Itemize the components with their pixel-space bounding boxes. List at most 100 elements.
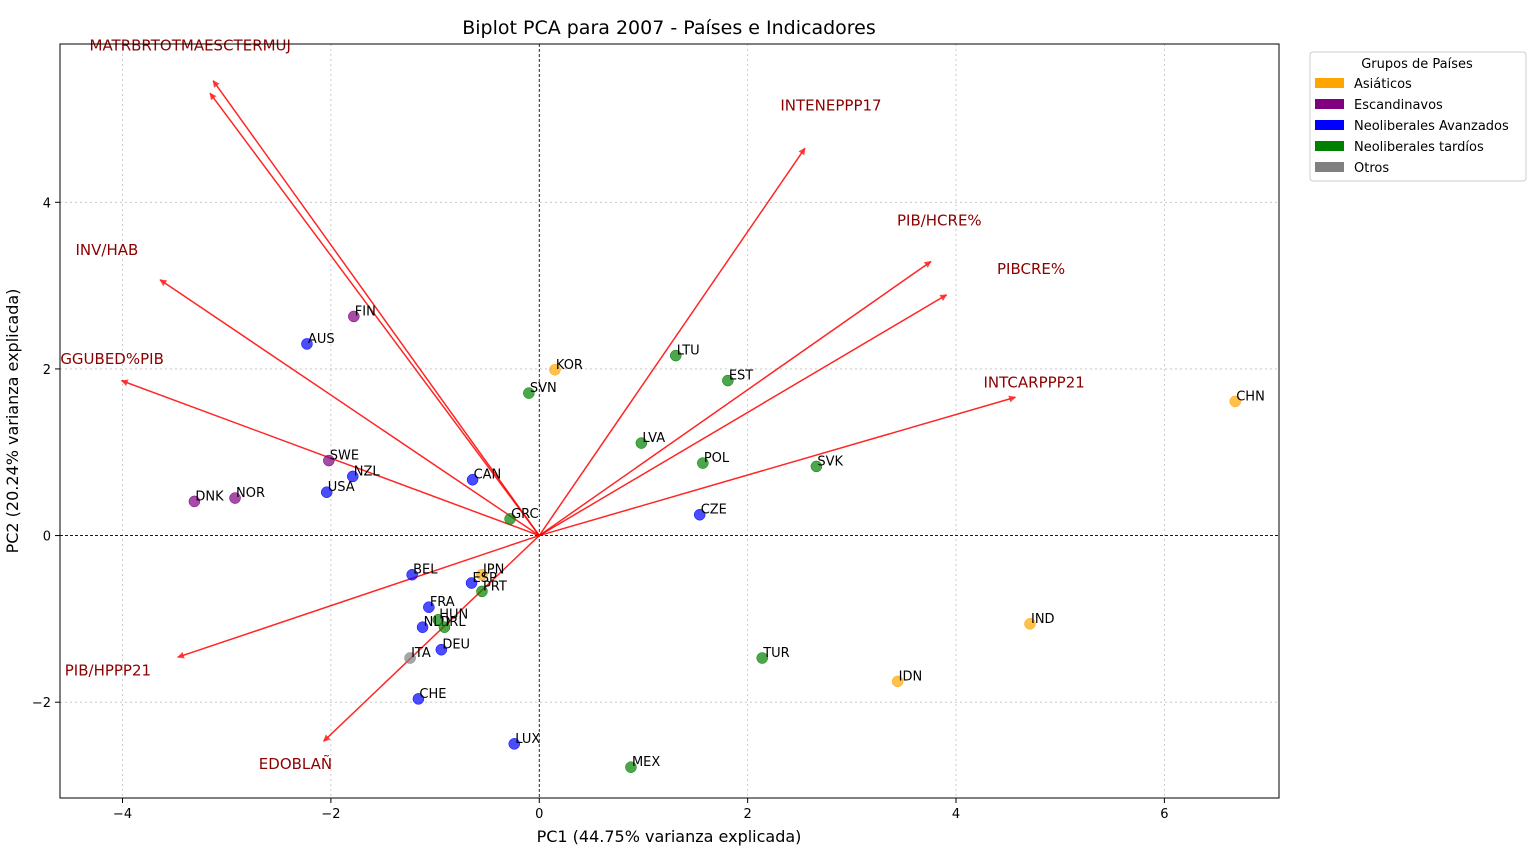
legend-swatch <box>1315 99 1344 109</box>
x-tick-label: −2 <box>321 807 340 822</box>
country-point <box>625 761 637 773</box>
loading-label: PIB/HCRE% <box>897 212 982 230</box>
y-tick-label: 4 <box>43 196 51 211</box>
country-point <box>323 454 335 467</box>
country-point <box>404 652 416 664</box>
legend-entry-label: Otros <box>1354 161 1389 176</box>
loading-arrow <box>177 534 540 659</box>
x-tick-label: 2 <box>744 807 752 822</box>
country-point <box>301 338 313 350</box>
legend-entry-label: Neoliberales Avanzados <box>1354 119 1509 134</box>
zero-reference-lines <box>60 44 1279 798</box>
country-label: IND <box>1031 612 1055 627</box>
country-label: LTU <box>677 344 700 359</box>
country-point <box>508 738 521 750</box>
loading-arrow <box>538 147 806 536</box>
country-label: CHE <box>419 687 446 702</box>
country-point <box>891 675 904 688</box>
country-point <box>423 601 435 613</box>
loading-label: GGUBED%PIB <box>60 350 164 368</box>
country-point <box>670 349 682 362</box>
loading-label: MATRBRTOTMAESCTERMUJ <box>90 37 291 55</box>
loading-arrow <box>539 395 1017 537</box>
country-point <box>438 621 451 633</box>
country-label: PRT <box>483 579 507 594</box>
country-point <box>466 473 479 486</box>
country-label: HUN <box>439 608 468 623</box>
loading-label: INTCARPPP21 <box>984 373 1085 391</box>
y-tick-label: 2 <box>43 363 51 378</box>
country-point <box>722 374 734 387</box>
country-label: SVN <box>530 381 557 396</box>
loading-label: INTENEPPP17 <box>780 97 881 115</box>
loading-arrow <box>538 294 948 537</box>
legend-swatch <box>1315 141 1344 151</box>
country-point <box>320 486 333 498</box>
country-label: IRL <box>445 615 466 630</box>
plot-frame <box>59 43 1280 799</box>
legend-swatch <box>1315 120 1344 130</box>
country-label: MEX <box>632 755 660 770</box>
y-tick-label: −2 <box>32 696 51 711</box>
country-point <box>348 310 360 323</box>
country-label: FRA <box>430 595 455 610</box>
loading-label: PIB/HPPP21 <box>65 662 151 680</box>
loading-label: PIBCRE% <box>997 260 1065 278</box>
x-tick-label: 4 <box>952 807 960 822</box>
country-label: BEL <box>413 563 438 578</box>
legend-box <box>1309 51 1527 182</box>
country-label: JPN <box>482 563 504 578</box>
legend-entry-label: Escandinavos <box>1354 98 1443 113</box>
legend-title: Grupos de Países <box>1361 57 1473 72</box>
x-axis-label: PC1 (44.75% varianza explicada) <box>537 827 802 846</box>
legend-swatch <box>1315 162 1344 172</box>
country-label: FIN <box>355 304 376 319</box>
country-label: LVA <box>642 431 665 446</box>
country-point <box>1024 618 1036 630</box>
loading-arrow <box>209 92 540 537</box>
country-point <box>476 585 488 598</box>
country-point <box>549 364 561 376</box>
country-point <box>523 387 535 399</box>
country-point <box>465 577 478 589</box>
legend: Grupos de Países Asiáticos Escandinavos Ne… <box>1309 51 1527 182</box>
country-point <box>188 495 201 508</box>
country-point <box>432 613 444 626</box>
loading-arrow <box>159 279 540 537</box>
country-label: LUX <box>515 732 540 747</box>
country-label: CAN <box>474 468 502 483</box>
country-point <box>1229 395 1241 408</box>
country-point <box>416 621 429 633</box>
country-point <box>697 457 709 469</box>
legend-entry-label: Neoliberales tardíos <box>1354 140 1484 155</box>
y-tick-label: 0 <box>43 530 51 545</box>
x-tick-label: 6 <box>1160 807 1168 822</box>
country-label: POL <box>704 451 730 466</box>
country-point <box>693 508 706 521</box>
country-label: GRC <box>511 507 539 522</box>
country-point <box>406 568 418 581</box>
axis-ticks: −4 −2 0 2 4 6 −2 0 2 4 <box>32 196 1169 822</box>
country-label: CZE <box>701 503 727 518</box>
loading-arrow <box>212 80 540 536</box>
country-point <box>412 693 425 705</box>
country-point <box>435 643 448 656</box>
country-label: CHN <box>1236 389 1265 404</box>
country-label: NZL <box>354 464 381 479</box>
country-label: TUR <box>762 646 790 661</box>
y-axis-label: PC2 (20.24% varianza explicada) <box>3 289 22 554</box>
country-label: EST <box>729 369 753 384</box>
legend-swatch <box>1315 78 1344 88</box>
country-label: USA <box>328 480 355 495</box>
loading-label: EDOBLAÑ <box>259 754 332 773</box>
loading-labels: MATRBRTOTMAESCTERMUJ INTENEPPP17 PIB/HCRE%… <box>60 37 1085 773</box>
country-label: DNK <box>195 489 224 504</box>
country-label: ESP <box>473 571 497 586</box>
country-label: AUS <box>308 332 335 347</box>
country-point <box>476 568 488 581</box>
country-label: ITA <box>411 646 431 661</box>
loading-arrow <box>538 260 932 537</box>
country-point <box>504 513 516 525</box>
country-point <box>229 492 241 504</box>
